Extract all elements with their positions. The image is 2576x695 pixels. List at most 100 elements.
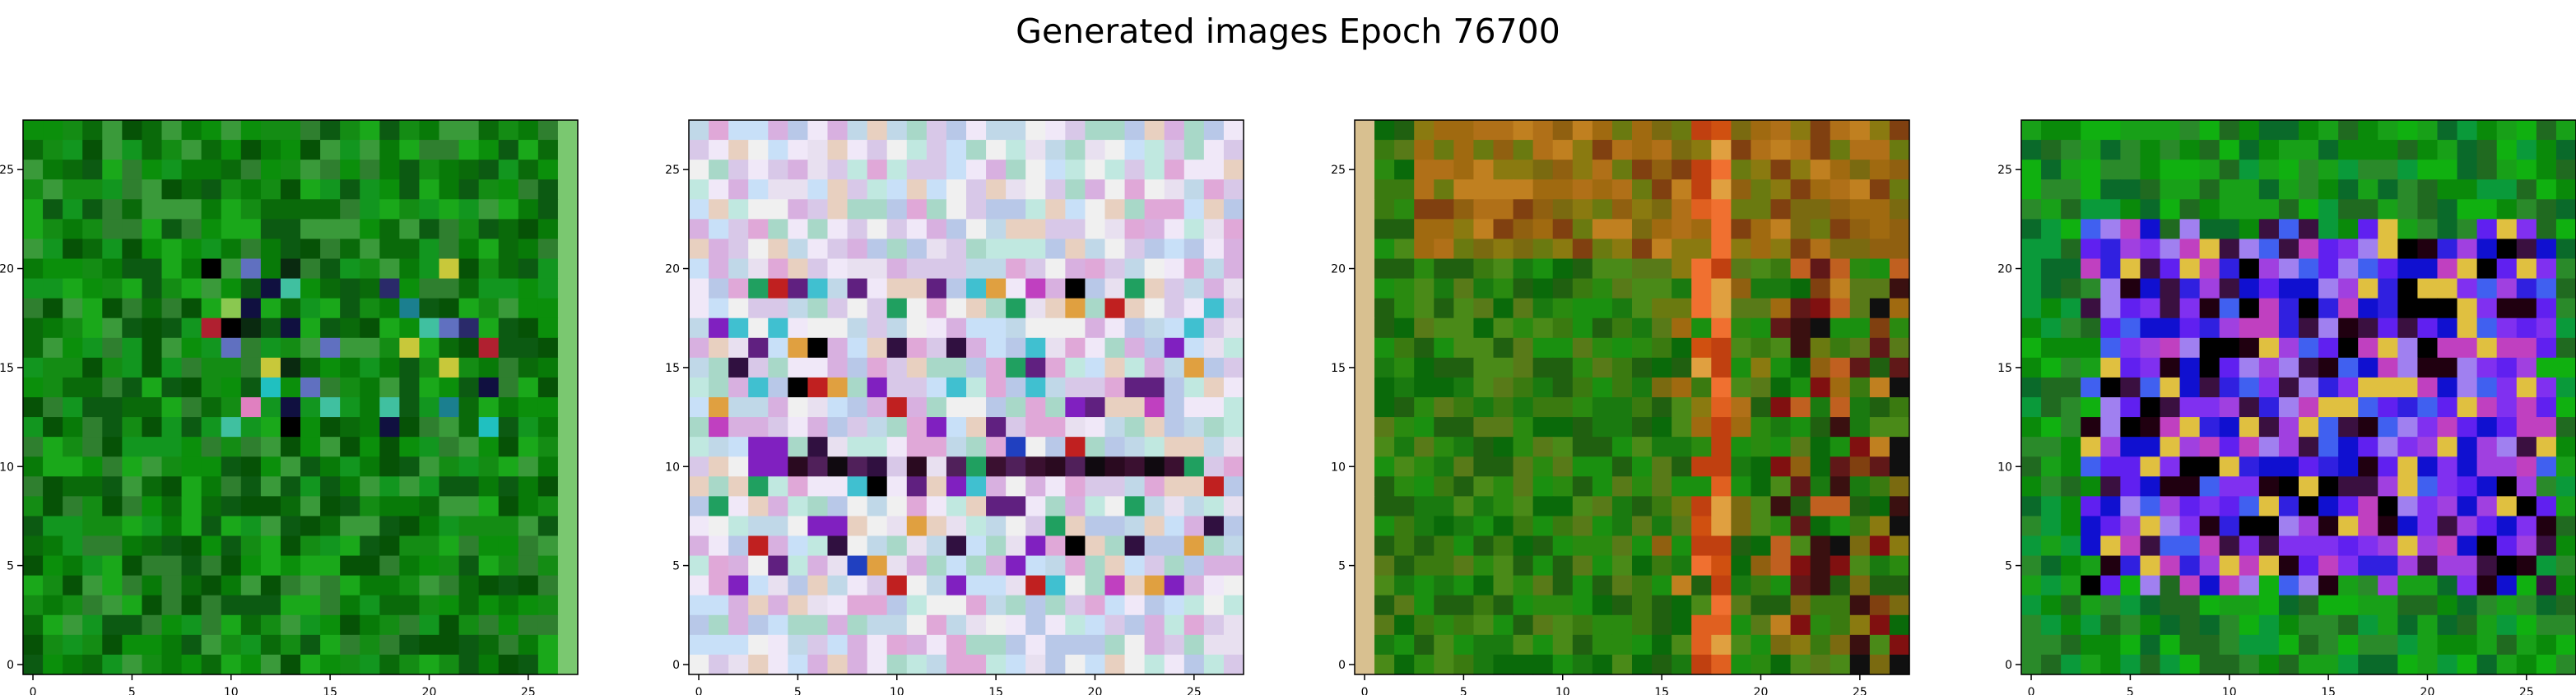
pixel-cell <box>260 337 281 359</box>
pixel-cell <box>1025 377 1046 398</box>
pixel-cell <box>2318 535 2339 557</box>
pixel-cell <box>2457 160 2478 180</box>
pixel-cell <box>2516 417 2537 438</box>
pixel-cell <box>2378 317 2398 339</box>
pixel-cell <box>827 298 849 319</box>
pixel-cell <box>2120 317 2141 339</box>
pixel-cell <box>2536 140 2557 160</box>
pixel-cell <box>2199 476 2220 497</box>
pixel-cell <box>1144 377 1165 398</box>
pixel-cell <box>1203 120 1225 141</box>
pixel-cell <box>1203 317 1225 339</box>
pixel-cell <box>82 555 103 577</box>
pixel-cell <box>2278 417 2299 438</box>
pixel-cell <box>2299 120 2319 141</box>
pixel-cell <box>2437 120 2458 141</box>
pixel-cell <box>1085 634 1106 656</box>
pixel-cell <box>1810 437 1831 457</box>
pixel-cell <box>728 634 749 656</box>
pixel-cell <box>1124 555 1146 577</box>
pixel-cell <box>458 219 480 240</box>
pixel-cell <box>63 317 83 339</box>
pixel-cell <box>122 456 143 477</box>
pixel-cell <box>478 140 500 160</box>
pixel-cell <box>1025 555 1046 577</box>
pixel-cell <box>161 179 183 200</box>
pixel-cell <box>1025 397 1046 418</box>
pixel-cell <box>221 160 242 180</box>
pixel-cell <box>2021 337 2042 359</box>
pixel-cell <box>2021 298 2042 319</box>
pixel-cell <box>439 179 460 200</box>
pixel-cell <box>142 317 163 339</box>
pixel-cell <box>260 219 281 240</box>
pixel-cell <box>439 160 460 180</box>
pixel-cell <box>2536 337 2557 359</box>
pixel-cell <box>2536 179 2557 200</box>
pixel-cell <box>986 258 1007 280</box>
pixel-cell <box>1085 614 1106 636</box>
pixel-cell <box>1223 417 1244 438</box>
pixel-cell <box>2179 555 2201 577</box>
pixel-cell <box>709 516 729 537</box>
pixel-cell <box>557 120 579 141</box>
pixel-cell <box>1751 120 1772 141</box>
pixel-cell <box>1124 179 1146 200</box>
pixel-cell <box>2278 555 2299 577</box>
pixel-cell <box>1355 634 1375 656</box>
pixel-cell <box>867 397 888 418</box>
pixel-cell <box>748 199 769 220</box>
pixel-cell <box>2457 535 2478 557</box>
pixel-cell <box>1592 614 1613 636</box>
pixel-cell <box>966 179 987 200</box>
pixel-cell <box>1592 258 1613 280</box>
pixel-cell <box>458 654 480 675</box>
pixel-cell <box>2338 298 2359 319</box>
pixel-cell <box>1810 575 1831 596</box>
pixel-cell <box>986 179 1007 200</box>
pixel-cell <box>1104 160 1126 180</box>
pixel-cell <box>1731 437 1752 457</box>
pixel-cell <box>2417 476 2439 497</box>
pixel-cell <box>1652 555 1672 577</box>
pixel-cell <box>419 377 440 398</box>
pixel-cell <box>399 575 421 596</box>
pixel-cell <box>1849 140 1871 160</box>
pixel-cell <box>2081 179 2101 200</box>
pixel-cell <box>966 140 987 160</box>
pixel-cell <box>709 377 729 398</box>
pixel-cell <box>557 654 579 675</box>
pixel-cell <box>1223 614 1244 636</box>
pixel-cell <box>2041 120 2062 141</box>
pixel-cell <box>709 317 729 339</box>
pixel-cell <box>2199 140 2220 160</box>
pixel-cell <box>2160 397 2181 418</box>
pixel-cell <box>827 317 849 339</box>
pixel-cell <box>1632 476 1653 497</box>
pixel-cell <box>399 239 421 260</box>
axes-frame <box>1354 119 1910 675</box>
pixel-cell <box>709 417 729 438</box>
pixel-cell <box>2160 437 2181 457</box>
pixel-cell <box>1104 179 1126 200</box>
pixel-cell <box>1473 219 1495 240</box>
pixel-cell <box>709 278 729 299</box>
pixel-cell <box>439 516 460 537</box>
pixel-cell <box>2378 160 2398 180</box>
pixel-cell <box>1632 654 1653 675</box>
pixel-cell <box>867 516 888 537</box>
pixel-cell <box>2536 278 2557 299</box>
pixel-cell <box>2338 614 2359 636</box>
pixel-cell <box>2496 278 2518 299</box>
pixel-cell <box>1652 258 1672 280</box>
pixel-cell <box>260 456 281 477</box>
pixel-cell <box>2021 278 2042 299</box>
pixel-cell <box>1065 397 1086 418</box>
pixel-cell <box>2219 317 2240 339</box>
pixel-cell <box>1124 377 1146 398</box>
pixel-cell <box>1203 437 1225 457</box>
pixel-cell <box>2457 239 2478 260</box>
pixel-cell <box>240 555 262 577</box>
pixel-cell <box>1592 397 1613 418</box>
pixel-cell <box>1572 239 1593 260</box>
